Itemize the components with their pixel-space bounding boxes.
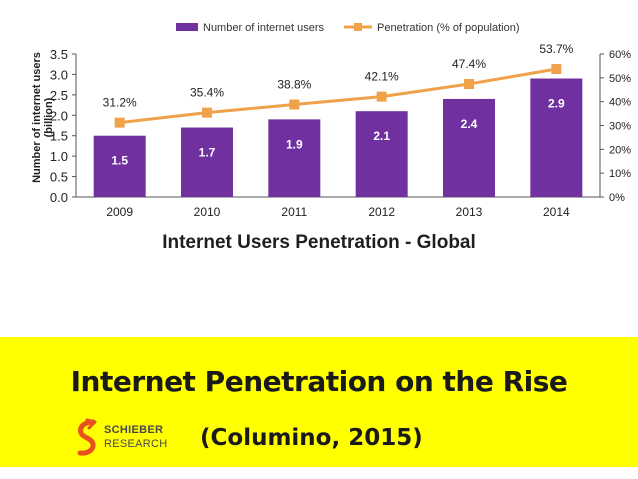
- bar-value-label: 2.1: [373, 129, 390, 143]
- y2-tick-label: 10%: [609, 168, 631, 180]
- bar-value-label: 1.7: [199, 146, 216, 160]
- chart-subtitle: Internet Users Penetration - Global: [162, 232, 476, 253]
- x-tick-label: 2010: [194, 205, 221, 219]
- y2-tick-label: 60%: [609, 49, 631, 61]
- line-point: [376, 91, 387, 102]
- x-tick-label: 2009: [106, 205, 133, 219]
- line-value-label: 47.4%: [452, 57, 486, 71]
- y-tick-label: 3.0: [50, 67, 68, 82]
- x-tick-label: 2011: [281, 205, 307, 219]
- y-axis-label: Number of internet users(billion): [31, 52, 55, 183]
- bar-value-label: 2.4: [461, 117, 478, 131]
- y-tick-label: 0.5: [50, 170, 68, 185]
- line-point: [551, 64, 562, 75]
- bar-value-label: 1.5: [111, 154, 128, 168]
- y-tick-label: 3.5: [50, 47, 68, 62]
- y2-tick-label: 40%: [609, 97, 631, 109]
- legend-swatch-users: [176, 23, 198, 31]
- penetration-line: [119, 67, 557, 125]
- chart: Number of internet users Penetration (% o…: [31, 22, 631, 219]
- bar: [530, 78, 583, 197]
- bar: [181, 127, 233, 197]
- bar: [268, 119, 321, 197]
- y2-tick-label: 50%: [609, 73, 631, 85]
- bar-value-label: 2.9: [548, 97, 565, 111]
- banner-title: Internet Penetration on the Rise: [70, 365, 568, 398]
- bar: [443, 98, 495, 197]
- line-point: [114, 117, 125, 128]
- line-value-label: 38.8%: [277, 78, 311, 92]
- title-banner: Internet Penetration on the Rise SCHIEBE…: [0, 337, 638, 467]
- logo-name: SCHIEBER: [104, 424, 164, 436]
- y-tick-label: 1.5: [50, 129, 68, 144]
- y-axis-label-line1: Number of internet users: [31, 52, 43, 183]
- bar-value-label: 1.9: [286, 137, 303, 151]
- schieber-s-logo-icon: [77, 418, 97, 456]
- y-tick-label: 0.0: [50, 190, 68, 205]
- bar: [355, 111, 408, 197]
- x-tick-label: 2013: [456, 205, 483, 219]
- line-value-label: 53.7%: [539, 42, 573, 56]
- y-axis-label-line2: (billion): [43, 97, 55, 137]
- y-tick-label: 2.0: [50, 108, 68, 123]
- logo-subname: RESEARCH: [104, 438, 168, 450]
- line-value-label: 35.4%: [190, 86, 224, 100]
- x-tick-label: 2014: [543, 205, 570, 219]
- line-value-label: 42.1%: [365, 70, 399, 84]
- line-point: [289, 99, 300, 110]
- line-point: [464, 79, 474, 90]
- legend-swatch-penetration-marker: [354, 23, 362, 31]
- y-tick-label: 1.0: [50, 149, 68, 164]
- y2-tick-label: 30%: [609, 121, 631, 133]
- bar: [93, 135, 146, 197]
- y-tick-label: 2.5: [50, 88, 68, 103]
- schieber-research-logo: SCHIEBER RESEARCH: [74, 417, 184, 457]
- banner-citation: (Columino, 2015): [200, 425, 423, 451]
- line-value-label: 31.2%: [103, 96, 137, 110]
- line-point: [202, 107, 212, 118]
- legend-label-penetration: Penetration (% of population): [377, 22, 519, 34]
- legend-label-users: Number of internet users: [203, 22, 325, 34]
- x-tick-label: 2012: [368, 205, 395, 219]
- y2-tick-label: 0%: [609, 192, 625, 204]
- y2-tick-label: 20%: [609, 144, 631, 156]
